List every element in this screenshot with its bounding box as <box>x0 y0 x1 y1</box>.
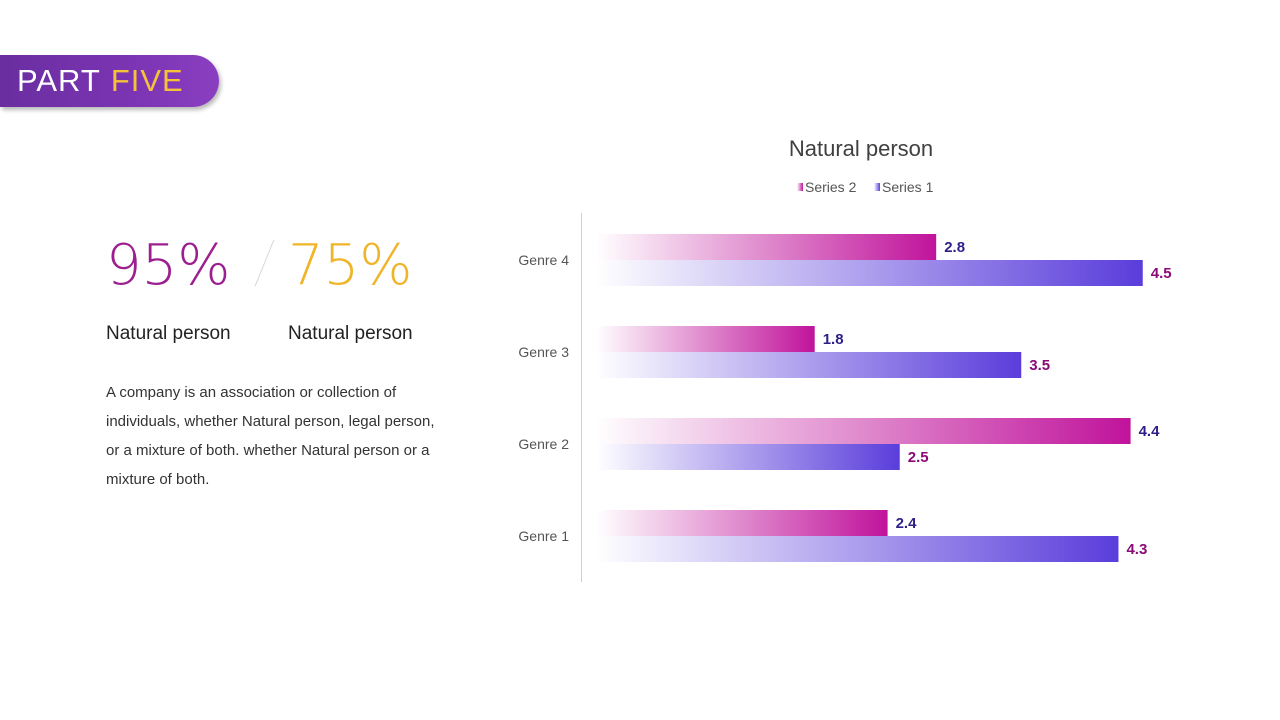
legend-label-series1: Series 1 <box>882 179 934 195</box>
description-text: A company is an association or collectio… <box>106 384 435 488</box>
part-number: FIVE <box>110 63 184 98</box>
stat-label-2: Natural person <box>288 323 413 344</box>
category-label: Genre 3 <box>518 344 569 360</box>
bar-series1 <box>596 536 1119 562</box>
bar-series1 <box>596 352 1022 378</box>
stat-label-1: Natural person <box>106 323 231 344</box>
bar-series2 <box>596 326 815 352</box>
value-label-series1: 3.5 <box>1029 357 1050 374</box>
value-label-series1: 4.5 <box>1151 265 1172 282</box>
bar-series1 <box>596 260 1143 286</box>
value-label-series1: 2.5 <box>908 449 929 466</box>
bar-series2 <box>596 234 937 260</box>
legend-swatch-series2 <box>797 183 803 191</box>
bar-series2 <box>596 418 1131 444</box>
value-label-series2: 2.8 <box>944 239 965 256</box>
category-label: Genre 1 <box>518 528 569 544</box>
value-label-series2: 4.4 <box>1139 423 1161 440</box>
chart-title: Natural person <box>789 136 933 161</box>
category-label: Genre 2 <box>518 436 569 452</box>
bar-series2 <box>596 510 888 536</box>
stat-value-2: 75% <box>288 233 413 298</box>
legend-swatch-series1 <box>874 183 880 191</box>
bar-series1 <box>596 444 900 470</box>
value-label-series2: 2.4 <box>896 515 918 532</box>
category-label: Genre 4 <box>518 252 569 268</box>
section-badge: PART FIVE <box>0 55 219 107</box>
stat-value-1: 95% <box>106 233 231 298</box>
part-word: PART <box>17 63 101 98</box>
value-label-series2: 1.8 <box>823 331 844 348</box>
value-label-series1: 4.3 <box>1126 541 1147 558</box>
legend-label-series2: Series 2 <box>805 179 857 195</box>
